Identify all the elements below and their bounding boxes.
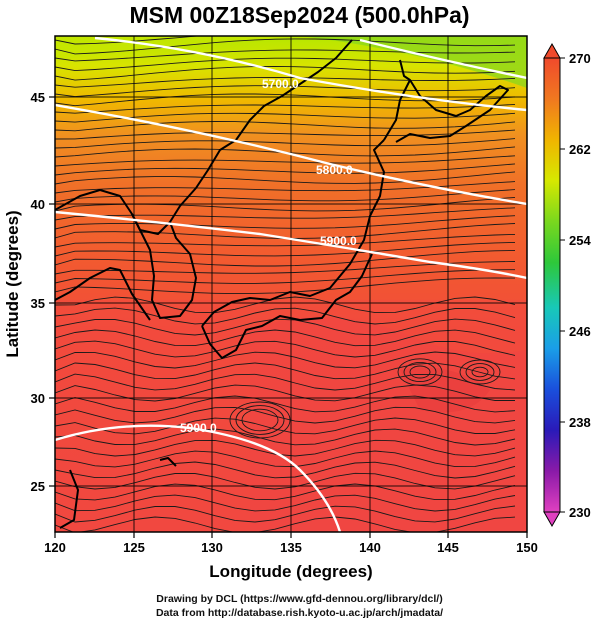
height-contours bbox=[55, 36, 527, 532]
y-axis-label: Latitude (degrees) bbox=[3, 210, 22, 357]
lon-tick-130: 130 bbox=[201, 540, 223, 555]
axis-ticks bbox=[49, 96, 528, 538]
lat-tick-40: 40 bbox=[31, 197, 45, 212]
lat-tick-45: 45 bbox=[31, 90, 45, 105]
temperature-field: 5700.0 5800.0 5900.0 5900.0 bbox=[55, 36, 527, 532]
contour-label-5700: 5700.0 bbox=[262, 77, 299, 91]
coastlines bbox=[55, 39, 509, 529]
colorbar: 270 262 254 246 238 230 bbox=[543, 42, 591, 528]
colorbar-label-262: 262 bbox=[569, 142, 591, 157]
colorbar-bottom-arrow bbox=[543, 511, 561, 528]
lon-tick-120: 120 bbox=[44, 540, 66, 555]
colorbar-label-254: 254 bbox=[569, 233, 591, 248]
lat-tick-25: 25 bbox=[31, 479, 45, 494]
contour-label-5900-south: 5900.0 bbox=[180, 421, 217, 435]
lon-tick-125: 125 bbox=[123, 540, 145, 555]
contour-label-5900-north: 5900.0 bbox=[320, 234, 357, 248]
map-gridlines bbox=[55, 36, 527, 532]
colorbar-top-arrow bbox=[543, 42, 561, 59]
colorbar-label-238: 238 bbox=[569, 415, 591, 430]
lon-tick-150: 150 bbox=[516, 540, 538, 555]
contour-label-5800: 5800.0 bbox=[316, 163, 353, 177]
lon-tick-145: 145 bbox=[437, 540, 459, 555]
colorbar-label-246: 246 bbox=[569, 324, 591, 339]
credit-drawing: Drawing by DCL (https://www.gfd-dennou.o… bbox=[156, 593, 443, 605]
lon-tick-140: 140 bbox=[359, 540, 381, 555]
colorbar-label-230: 230 bbox=[569, 505, 591, 520]
credit-data-source: Data from http://database.rish.kyoto-u.a… bbox=[155, 607, 444, 619]
lat-tick-30: 30 bbox=[31, 391, 45, 406]
colorbar-label-270: 270 bbox=[569, 51, 591, 66]
lat-tick-35: 35 bbox=[31, 296, 45, 311]
map-title: MSM 00Z18Sep2024 (500.0hPa) bbox=[129, 2, 470, 28]
x-axis-label: Longitude (degrees) bbox=[209, 562, 372, 581]
lon-tick-135: 135 bbox=[280, 540, 302, 555]
colorbar-scale bbox=[543, 57, 561, 513]
